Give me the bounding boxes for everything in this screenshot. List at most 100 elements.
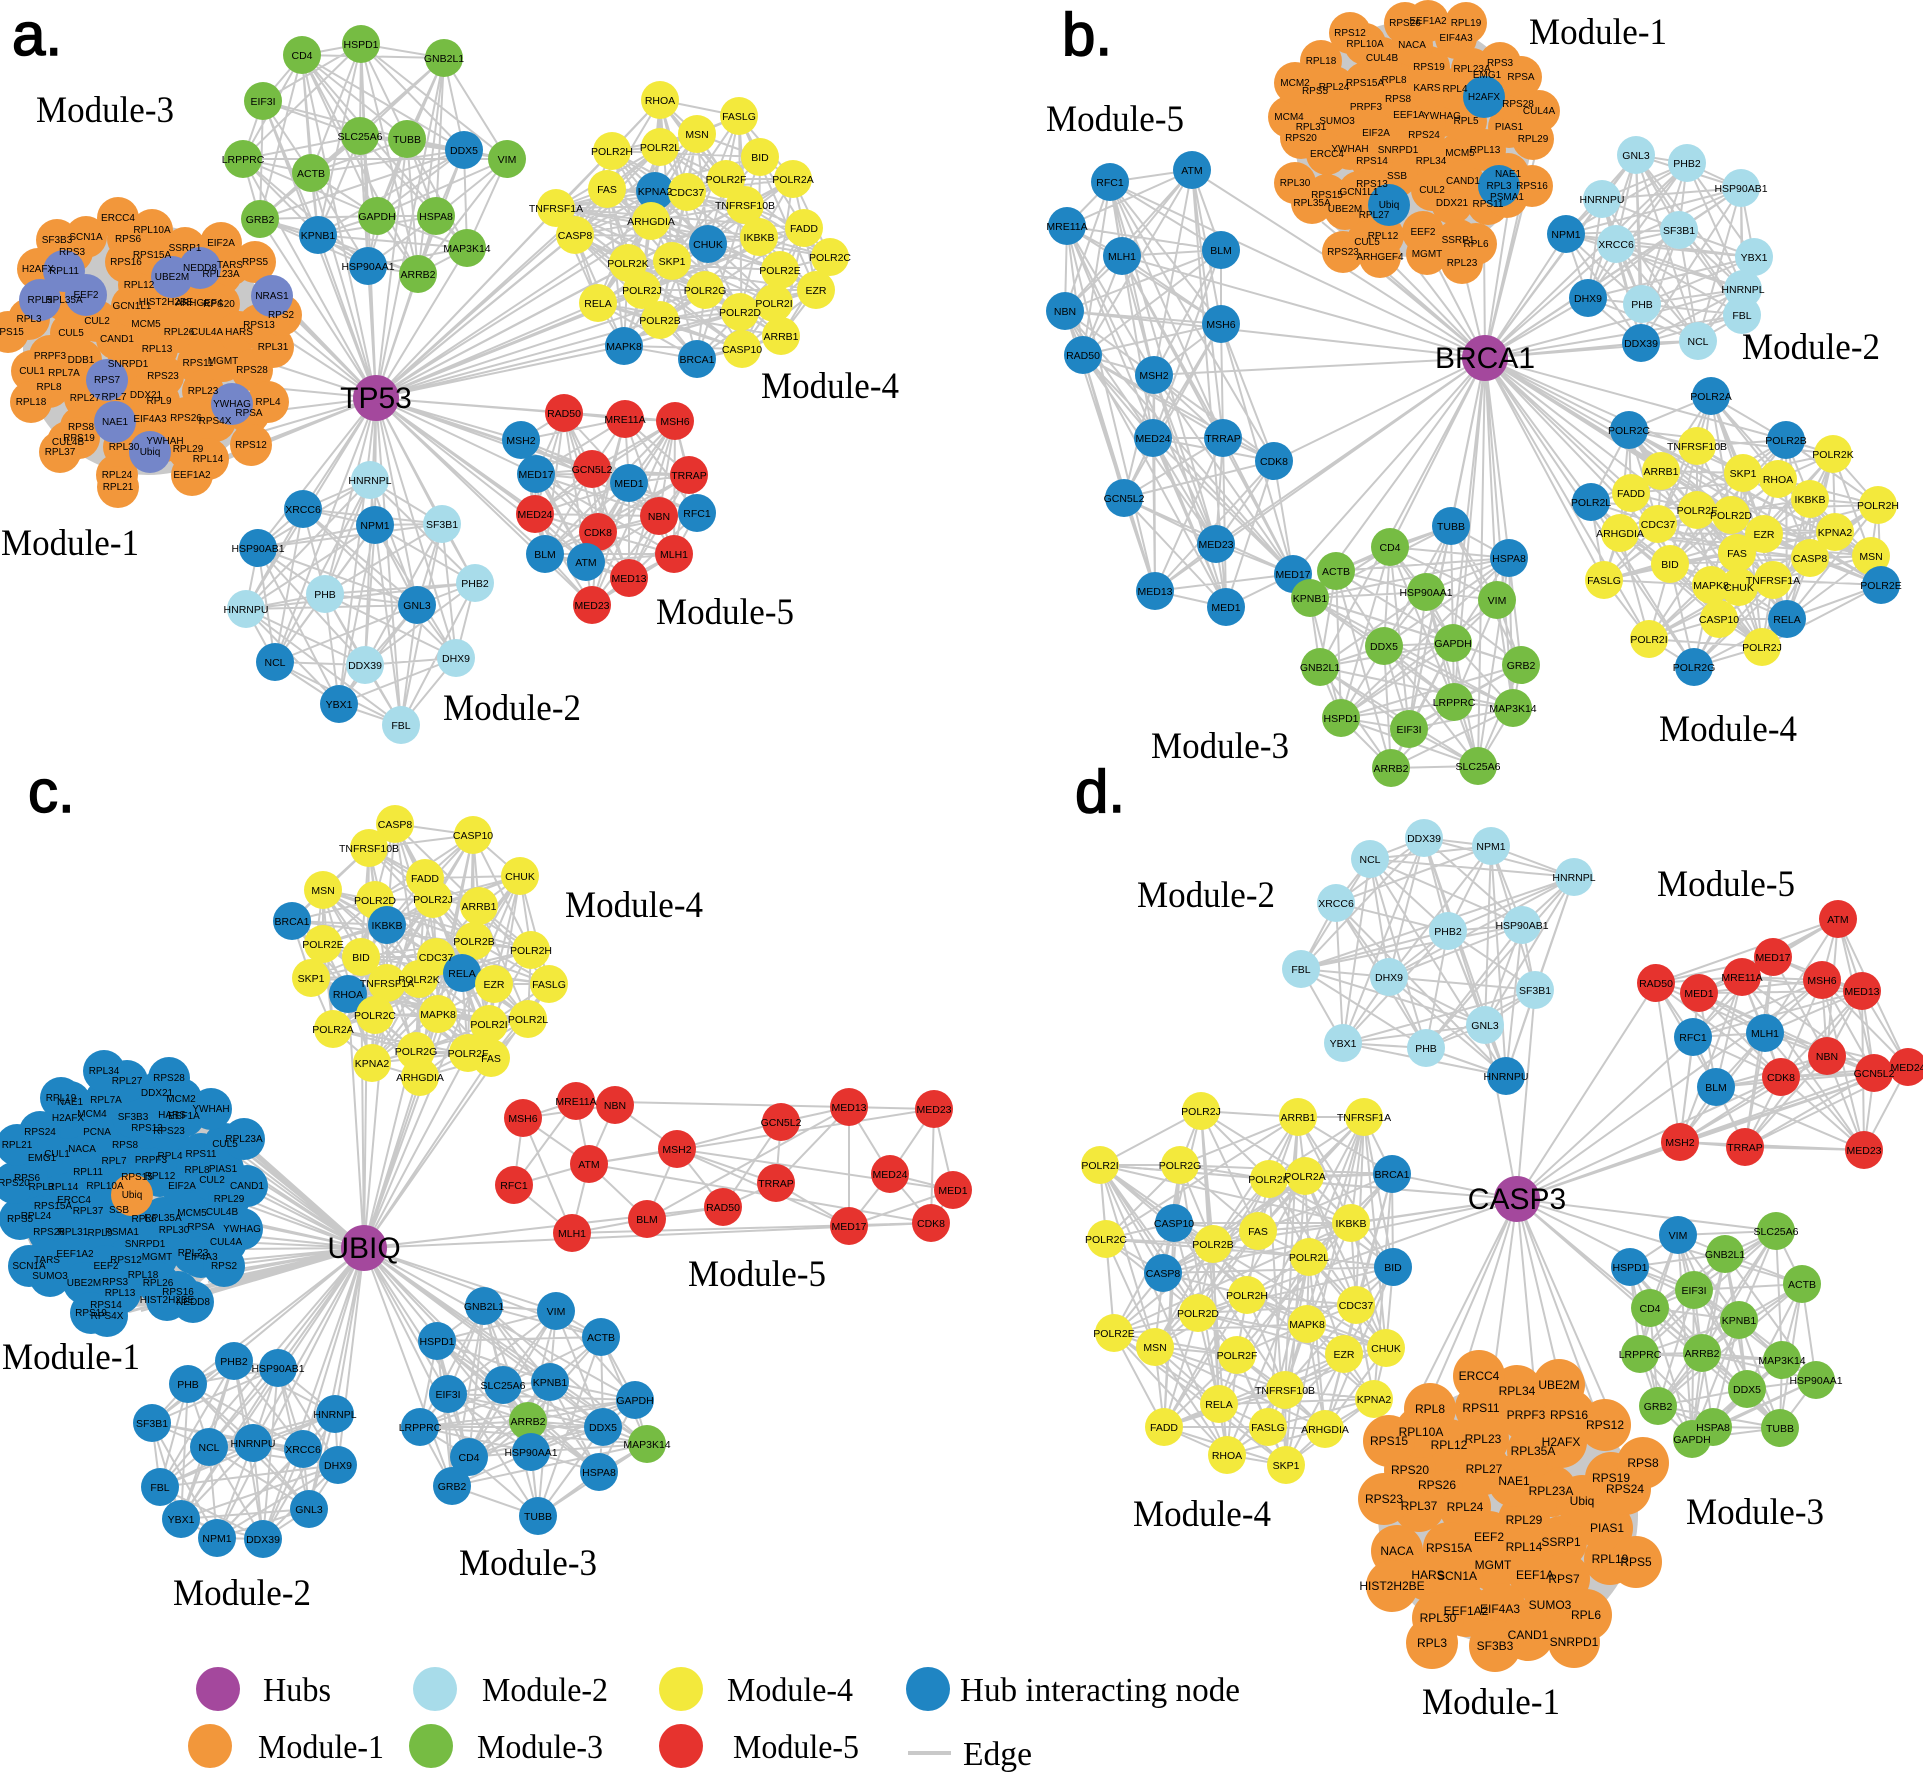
svg-text:MRE11A: MRE11A [604, 414, 645, 426]
svg-text:MCM5: MCM5 [131, 319, 161, 330]
svg-text:RPS15A: RPS15A [133, 250, 172, 261]
svg-text:MED17: MED17 [831, 1221, 866, 1233]
svg-text:CDC37: CDC37 [670, 187, 705, 199]
svg-text:RPL9: RPL9 [87, 1228, 112, 1239]
svg-text:GNB2L1: GNB2L1 [424, 53, 464, 65]
svg-text:RPS5: RPS5 [1302, 86, 1329, 97]
svg-text:RPL12: RPL12 [145, 1171, 176, 1182]
svg-text:FBL: FBL [1291, 964, 1310, 976]
svg-text:RPL7A: RPL7A [90, 1095, 122, 1106]
svg-text:BID: BID [1384, 1262, 1402, 1274]
svg-text:POLR2E: POLR2E [1860, 580, 1901, 592]
svg-text:RELA: RELA [448, 968, 475, 980]
svg-text:MCM5: MCM5 [177, 1208, 207, 1219]
svg-text:HSPA8: HSPA8 [1696, 1422, 1730, 1434]
svg-text:RPL10A: RPL10A [1346, 39, 1384, 50]
svg-text:RPS16: RPS16 [110, 257, 142, 268]
svg-text:POLR2L: POLR2L [1571, 497, 1611, 509]
svg-text:POLR2C: POLR2C [354, 1010, 396, 1022]
svg-text:Module-5: Module-5 [656, 592, 794, 633]
svg-text:EIF4A3: EIF4A3 [1480, 1602, 1520, 1616]
svg-text:CAND1: CAND1 [1446, 176, 1480, 187]
svg-text:H2AFX: H2AFX [1542, 1435, 1581, 1449]
svg-text:Module-1: Module-1 [1, 523, 139, 564]
svg-text:ARRB1: ARRB1 [763, 331, 798, 343]
svg-text:RPL3: RPL3 [1486, 181, 1511, 192]
svg-text:MCM4: MCM4 [1274, 112, 1304, 123]
svg-text:SF3B3: SF3B3 [118, 1112, 149, 1123]
svg-text:SF3B1: SF3B1 [426, 519, 458, 531]
svg-text:HNRNPU: HNRNPU [231, 1438, 276, 1450]
svg-text:RPL6: RPL6 [1571, 1608, 1601, 1622]
svg-text:KPNA2: KPNA2 [355, 1058, 390, 1070]
svg-text:RPS24: RPS24 [1408, 130, 1440, 141]
svg-text:RPS24: RPS24 [24, 1127, 56, 1138]
svg-text:MSN: MSN [685, 129, 708, 141]
svg-text:POLR2J: POLR2J [1181, 1106, 1221, 1118]
svg-text:GAPDH: GAPDH [1434, 638, 1471, 650]
svg-text:RPL34: RPL34 [1416, 156, 1447, 167]
svg-text:CDK8: CDK8 [1767, 1072, 1795, 1084]
svg-text:ACTB: ACTB [1788, 1279, 1816, 1291]
svg-text:RPL9: RPL9 [146, 396, 171, 407]
svg-text:POLR2L: POLR2L [1289, 1252, 1329, 1264]
svg-text:TNFRSF1A: TNFRSF1A [360, 978, 414, 990]
svg-text:RPL34: RPL34 [1499, 1384, 1536, 1398]
svg-text:POLR2F: POLR2F [706, 174, 747, 186]
svg-text:HSPD1: HSPD1 [1612, 1262, 1647, 1274]
svg-text:RPL34: RPL34 [89, 1066, 120, 1077]
svg-text:RPL8: RPL8 [1381, 75, 1406, 86]
svg-text:RELA: RELA [1773, 614, 1800, 626]
svg-text:HSPD1: HSPD1 [1323, 713, 1358, 725]
svg-text:POLR2E: POLR2E [302, 939, 343, 951]
svg-text:CUL2: CUL2 [199, 1175, 225, 1186]
svg-text:RPL3: RPL3 [28, 1182, 53, 1193]
svg-text:EZR: EZR [1754, 529, 1775, 541]
svg-text:NEDD8: NEDD8 [176, 1297, 210, 1308]
svg-text:ACTB: ACTB [587, 1332, 615, 1344]
svg-text:MRE11A: MRE11A [1721, 972, 1762, 984]
svg-text:RPL23: RPL23 [178, 1248, 209, 1259]
svg-text:MED17: MED17 [518, 469, 553, 481]
svg-text:UBE2M: UBE2M [67, 1278, 101, 1289]
svg-text:ERCC4: ERCC4 [101, 213, 135, 224]
svg-text:RPS2: RPS2 [268, 310, 295, 321]
svg-text:CDK8: CDK8 [1260, 456, 1288, 468]
svg-text:RPS3: RPS3 [59, 247, 86, 258]
svg-text:IKBKB: IKBKB [372, 920, 403, 932]
svg-text:BLM: BLM [1210, 245, 1232, 257]
svg-text:ACTB: ACTB [1322, 566, 1350, 578]
svg-text:d.: d. [1075, 758, 1125, 825]
svg-text:LRPPRC: LRPPRC [1619, 1349, 1662, 1361]
svg-text:BRCA1: BRCA1 [679, 354, 714, 366]
svg-text:RPS2: RPS2 [211, 1261, 238, 1272]
svg-text:RPL35A: RPL35A [45, 295, 83, 306]
svg-text:RPL6: RPL6 [1463, 239, 1488, 250]
svg-text:MSH2: MSH2 [662, 1144, 691, 1156]
svg-text:CAND1: CAND1 [100, 334, 134, 345]
svg-text:RPS16: RPS16 [1516, 181, 1548, 192]
svg-text:PHB: PHB [1631, 299, 1653, 311]
svg-text:TNFRSF1A: TNFRSF1A [1337, 1112, 1391, 1124]
svg-text:SNRPD1: SNRPD1 [125, 1239, 166, 1250]
svg-text:MSH6: MSH6 [508, 1113, 537, 1125]
svg-text:RPL29: RPL29 [1506, 1513, 1543, 1527]
svg-text:HIST2H2BE: HIST2H2BE [139, 297, 194, 308]
svg-text:HSPA8: HSPA8 [1492, 553, 1526, 565]
svg-text:POLR2A: POLR2A [312, 1024, 353, 1036]
svg-text:Module-3: Module-3 [1686, 1492, 1824, 1533]
svg-text:ARRB1: ARRB1 [1280, 1112, 1315, 1124]
svg-text:IKBKB: IKBKB [1795, 494, 1826, 506]
svg-text:HSPA8: HSPA8 [419, 211, 453, 223]
svg-text:Module-4: Module-4 [1133, 1494, 1271, 1535]
svg-text:RPS5: RPS5 [242, 257, 269, 268]
svg-text:RPS23: RPS23 [147, 371, 179, 382]
svg-text:RPS19: RPS19 [75, 1308, 107, 1319]
svg-text:NAE1: NAE1 [102, 417, 129, 428]
svg-text:BID: BID [751, 152, 769, 164]
svg-text:Module-2: Module-2 [443, 688, 581, 729]
svg-text:MSN: MSN [1859, 551, 1882, 563]
svg-text:YWHAH: YWHAH [146, 436, 183, 447]
svg-text:RPL8: RPL8 [184, 1165, 209, 1176]
svg-text:EEF2: EEF2 [73, 290, 98, 301]
